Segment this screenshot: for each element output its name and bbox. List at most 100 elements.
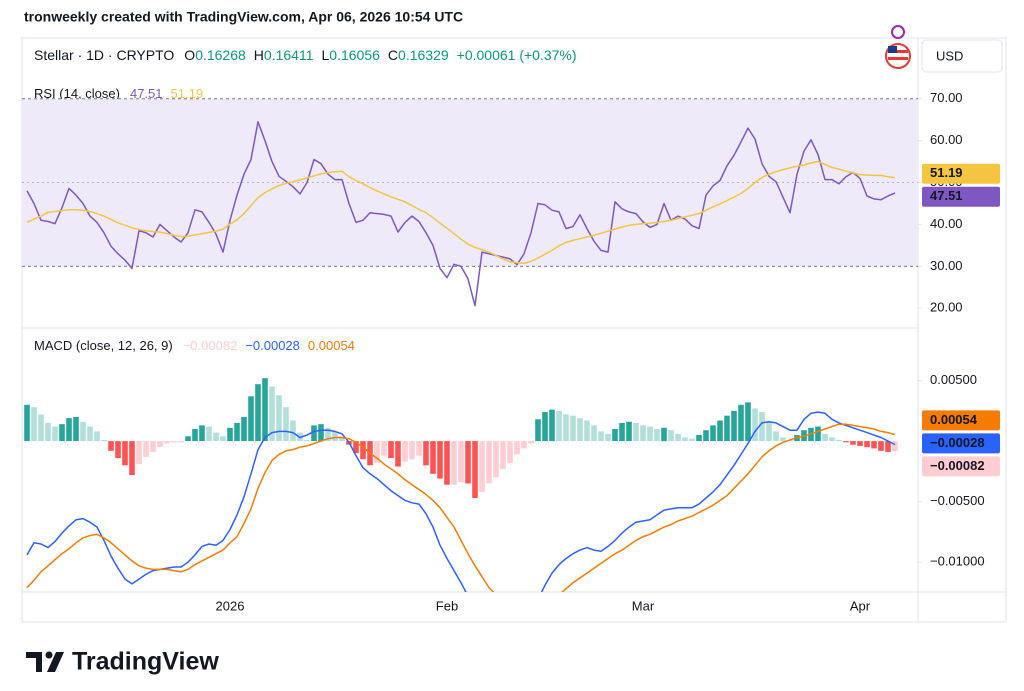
histogram-bar	[640, 425, 646, 442]
histogram-bar	[164, 441, 170, 444]
currency[interactable]: USD	[936, 48, 963, 63]
histogram-bar	[325, 427, 331, 442]
histogram-bar	[598, 431, 604, 442]
histogram-bar	[283, 407, 289, 442]
histogram-bar	[66, 418, 72, 442]
histogram-bar	[87, 426, 93, 442]
x-tick-label: Mar	[632, 598, 655, 613]
price-tag	[922, 456, 1000, 477]
x-tick-label: Apr	[850, 598, 871, 613]
histogram-bar	[409, 441, 415, 460]
y-tick-label: −0.00500	[930, 493, 985, 508]
histogram-bar	[290, 420, 296, 442]
quote-label: L	[322, 47, 330, 63]
histogram-bar	[843, 441, 849, 443]
histogram-bar	[850, 441, 856, 445]
histogram-bar	[31, 407, 37, 442]
histogram-bar	[864, 441, 870, 448]
brand-logo	[26, 651, 64, 672]
histogram-bar	[45, 422, 51, 442]
y-tick-label: 30.00	[930, 258, 963, 273]
histogram-bar	[129, 441, 135, 475]
histogram-bar	[661, 427, 667, 442]
histogram-bar	[108, 441, 114, 451]
histogram-bar	[80, 421, 86, 442]
histogram-bar	[192, 429, 198, 442]
histogram-bar	[416, 441, 422, 456]
legend-value: −0.00082	[183, 338, 238, 353]
histogram-bar	[829, 437, 835, 442]
histogram-bar	[682, 437, 688, 442]
histogram-bar	[668, 430, 674, 442]
histogram-bar	[318, 424, 324, 442]
histogram-bar	[353, 441, 359, 454]
histogram-bar	[591, 425, 597, 442]
legend-value: 51.19	[171, 86, 204, 101]
currency-box[interactable]	[921, 39, 1003, 73]
y-tick-label: 0.00500	[930, 372, 977, 387]
indicator-line	[26, 423, 896, 592]
histogram-bar	[570, 415, 576, 442]
histogram-bar	[493, 441, 499, 478]
histogram-bar	[437, 441, 443, 479]
histogram-bar	[892, 441, 898, 452]
plot-area	[22, 98, 918, 307]
histogram-bar	[241, 416, 247, 442]
histogram-bar	[647, 426, 653, 442]
histogram-bar	[556, 410, 562, 442]
histogram-bar	[59, 424, 65, 442]
price-tag-label: 51.19	[930, 165, 963, 180]
histogram-bar	[577, 418, 583, 442]
histogram-bar	[612, 429, 618, 442]
change: +0.00061 (+0.37%)	[457, 47, 577, 63]
price-tag-label: 0.00054	[930, 412, 978, 427]
histogram-bar	[507, 441, 513, 463]
histogram-bar	[654, 429, 660, 442]
histogram-bar	[157, 441, 163, 448]
histogram-bar	[430, 441, 436, 474]
histogram-bar	[563, 414, 569, 442]
macd-legend: MACD (close, 12, 26, 9) −0.00082 −0.00028 0…	[34, 338, 355, 353]
quote-value: 0.16056	[329, 47, 380, 63]
histogram-bar	[150, 441, 156, 452]
histogram-bar	[675, 433, 681, 442]
histogram-bar	[101, 439, 107, 442]
histogram-bar	[227, 427, 233, 442]
histogram-bar	[479, 441, 485, 492]
histogram-bar	[759, 412, 765, 442]
legend-value: 0.00054	[308, 338, 355, 353]
histogram-bar	[451, 441, 457, 485]
histogram-bar	[185, 436, 191, 442]
indicator-title: RSI (14, close)	[34, 86, 120, 101]
histogram-bar	[724, 415, 730, 442]
histogram-bar	[311, 425, 317, 442]
price-tag-label: −0.00082	[930, 458, 985, 473]
histogram-bar	[178, 441, 184, 443]
rsi-legend: RSI (14, close) 47.51 51.19	[34, 86, 203, 101]
x-tick-label: 2026	[216, 598, 245, 613]
histogram-bar	[360, 441, 366, 460]
histogram-bar	[773, 431, 779, 442]
histogram-bar	[444, 441, 450, 485]
histogram-bar	[52, 426, 58, 442]
histogram-bar	[94, 431, 100, 442]
histogram-bar	[199, 425, 205, 442]
histogram-bar	[171, 441, 177, 443]
histogram-bar	[521, 441, 527, 449]
histogram-bar	[822, 433, 828, 442]
histogram-bar	[465, 441, 471, 484]
histogram-bar	[528, 441, 534, 444]
histogram-bar	[255, 384, 261, 442]
histogram-bar	[395, 441, 401, 467]
price-tag	[922, 433, 1000, 454]
histogram-bar	[633, 422, 639, 442]
y-tick-label: 60.00	[930, 132, 963, 147]
histogram-bar	[115, 441, 121, 459]
histogram-bar	[486, 441, 492, 484]
flag-icon	[885, 25, 911, 69]
y-tick-label: 20.00	[930, 300, 963, 315]
histogram-bar	[339, 437, 345, 442]
frame	[21, 37, 1007, 623]
histogram-bar	[38, 414, 44, 442]
histogram-bar	[745, 402, 751, 442]
